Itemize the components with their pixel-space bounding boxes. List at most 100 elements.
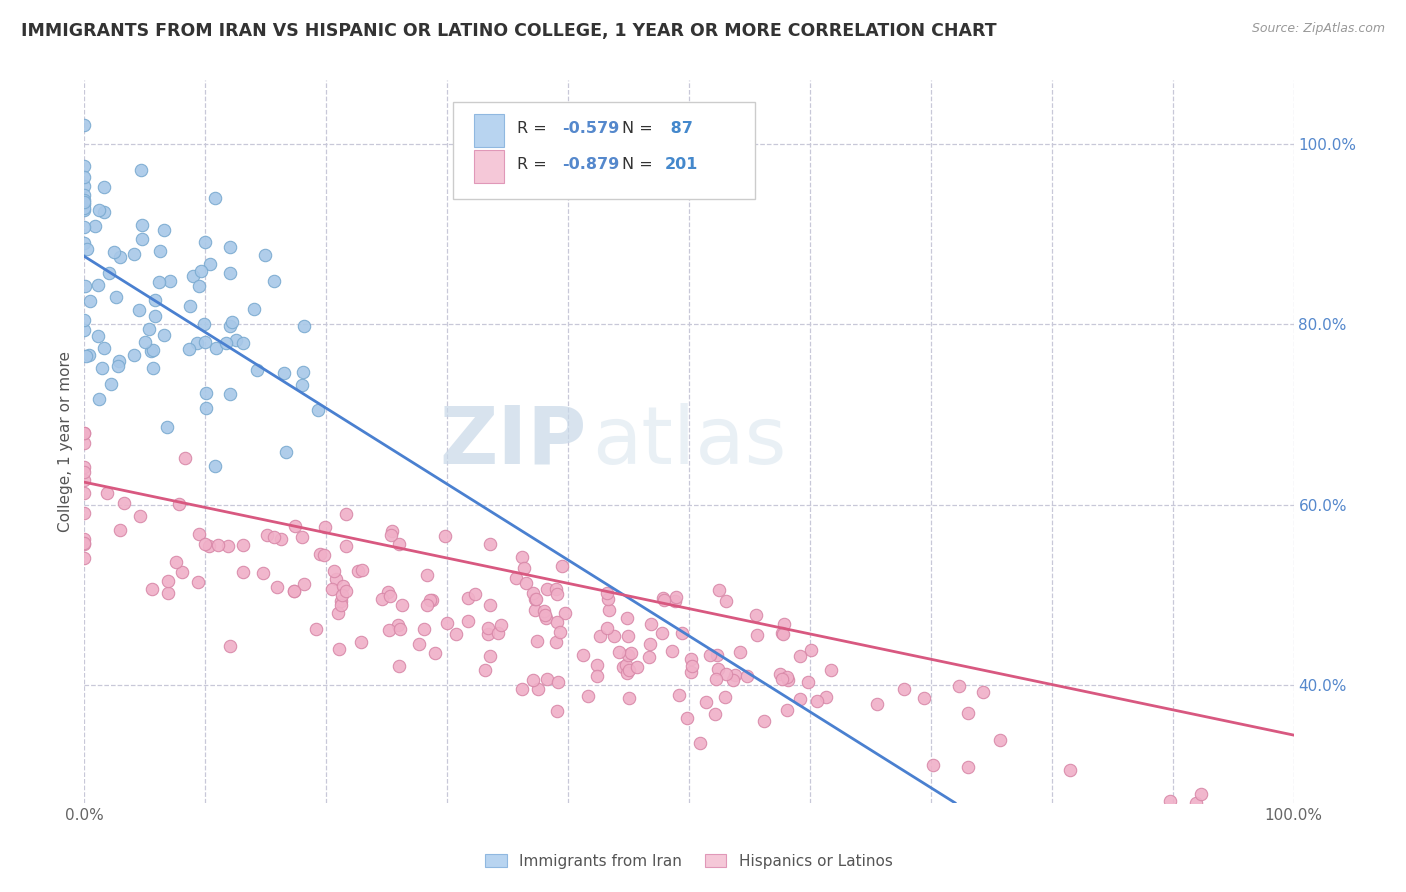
Text: -0.879: -0.879 [562, 158, 619, 172]
Point [332, 579, 354, 593]
Point [524, 591, 547, 606]
Point [585, 669, 607, 683]
Point [253, 247, 276, 261]
Point [263, 274, 285, 288]
Point [218, 319, 240, 334]
Point [73, 178, 96, 193]
Text: R =: R = [517, 121, 553, 136]
Point [479, 537, 502, 551]
Point [270, 532, 292, 546]
Point [534, 611, 557, 625]
Point [284, 519, 307, 533]
Point [772, 627, 794, 641]
Point [96, 485, 118, 500]
Point [200, 256, 222, 270]
Point [1159, 793, 1181, 807]
Point [415, 598, 437, 612]
Point [515, 575, 537, 590]
Point [181, 268, 204, 283]
Point [87, 277, 110, 292]
Text: -0.579: -0.579 [562, 121, 619, 136]
Point [679, 665, 702, 679]
Point [330, 598, 353, 612]
Point [479, 649, 502, 664]
Point [408, 637, 430, 651]
Point [681, 658, 703, 673]
Point [607, 645, 630, 659]
Point [536, 582, 558, 596]
Point [73, 187, 96, 202]
Point [689, 736, 711, 750]
Point [371, 591, 394, 606]
Point [380, 589, 402, 603]
Point [266, 580, 288, 594]
Point [194, 235, 217, 250]
Point [380, 528, 402, 542]
Point [350, 635, 373, 649]
Point [79, 293, 101, 308]
Point [457, 591, 479, 605]
Point [709, 582, 731, 597]
Point [153, 222, 176, 236]
Point [219, 240, 242, 254]
Point [486, 625, 509, 640]
Point [204, 191, 226, 205]
Point [207, 538, 229, 552]
Point [335, 583, 357, 598]
Point [291, 530, 314, 544]
Point [91, 361, 114, 376]
Point [893, 682, 915, 697]
Point [616, 611, 638, 625]
Point [652, 593, 675, 607]
Point [714, 690, 737, 704]
Point [246, 363, 269, 377]
Point [773, 617, 796, 632]
Point [273, 366, 295, 380]
Point [105, 290, 128, 304]
Point [638, 637, 661, 651]
Point [423, 646, 446, 660]
Point [122, 348, 145, 362]
Point [664, 594, 686, 608]
Point [330, 594, 353, 608]
Point [637, 650, 659, 665]
Point [142, 343, 165, 358]
Point [589, 629, 612, 643]
Point [778, 673, 800, 687]
Point [676, 711, 699, 725]
Point [544, 634, 567, 648]
Point [1189, 787, 1212, 801]
Point [225, 333, 247, 347]
Point [990, 733, 1012, 747]
Point [217, 539, 239, 553]
Point [546, 615, 568, 629]
Point [75, 349, 97, 363]
Point [93, 204, 115, 219]
Point [620, 646, 643, 660]
Point [585, 657, 607, 672]
Point [617, 691, 640, 706]
Point [806, 694, 828, 708]
Point [388, 658, 411, 673]
Point [523, 603, 546, 617]
Point [141, 582, 163, 597]
Point [159, 274, 181, 288]
Point [308, 547, 330, 561]
Point [314, 519, 336, 533]
Point [800, 643, 823, 657]
Point [93, 341, 115, 355]
Point [128, 509, 150, 524]
Point [73, 323, 96, 337]
Point [143, 309, 166, 323]
Point [73, 312, 96, 326]
Point [165, 555, 187, 569]
Point [704, 672, 727, 686]
Point [156, 420, 179, 434]
Point [128, 302, 150, 317]
Point [681, 652, 703, 666]
Text: ZIP: ZIP [439, 402, 586, 481]
Point [347, 564, 370, 578]
Point [335, 507, 357, 521]
Point [548, 624, 571, 639]
Point [526, 633, 548, 648]
